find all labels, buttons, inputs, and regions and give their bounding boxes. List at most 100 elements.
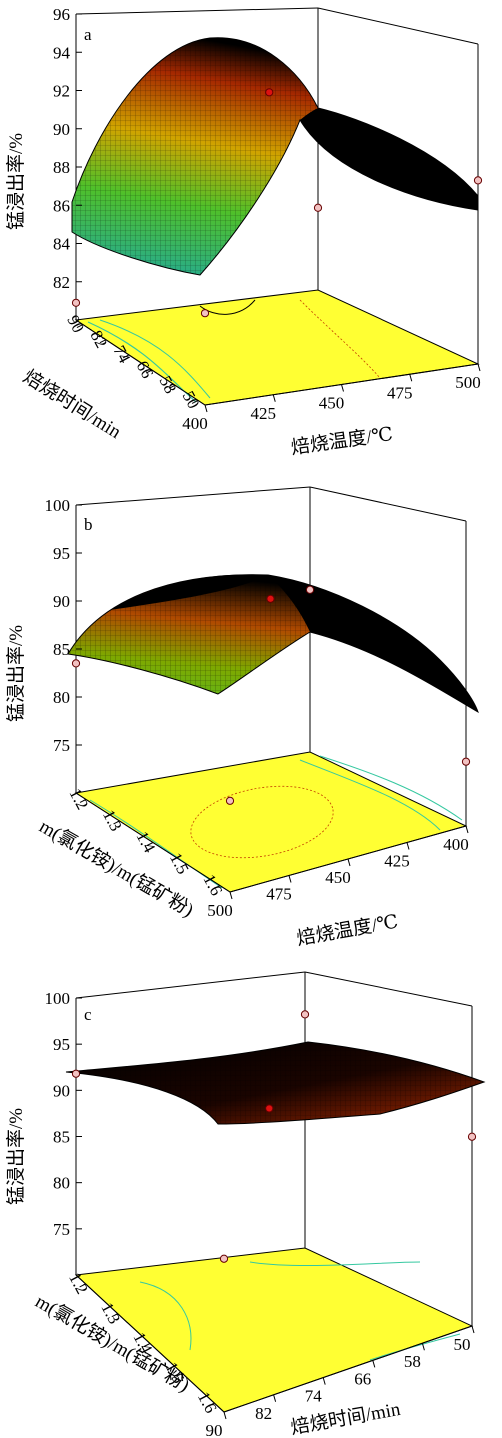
panel-c-floor-contour (139, 1281, 192, 1351)
panel-c-z-tick-label: 85 (53, 1128, 70, 1147)
panel-a-z-tick-label: 82 (53, 273, 70, 292)
panel-b-floor-contour (190, 785, 334, 859)
panel-b-design-point (266, 594, 275, 603)
panel-b-y-tick-label: 1.2 (66, 785, 93, 813)
panel-c-x-tick-label: 74 (305, 1387, 323, 1406)
panel-b-design-point (461, 757, 471, 766)
panel-b-design-point (305, 585, 315, 594)
panel-c-y-tick (79, 1283, 86, 1288)
panel-b-x-ticks: 500 475 450 425 400 (207, 825, 469, 920)
panel-a-x-tick (409, 374, 413, 382)
panel-a-design-point (200, 309, 210, 318)
panel-c-design-point (71, 1069, 81, 1078)
panel-a-floor (74, 289, 480, 406)
panel-a-x-tick-label: 450 (319, 394, 345, 413)
panel-c-x-tick (471, 1325, 475, 1334)
panel-c-z-tick-label: 80 (53, 1174, 70, 1193)
panel-a-zlabel: 锰浸出率/% (5, 133, 27, 230)
panel-c-x-tick (273, 1394, 277, 1402)
panel-c-floor-contour (249, 1261, 421, 1267)
panel-b-z-ticks: 75 80 85 90 95 100 (45, 496, 82, 755)
panel-a-z-tick-label: 90 (53, 120, 70, 139)
panel-b-x-tick (229, 891, 233, 900)
panel-c-x-tick (421, 1343, 425, 1351)
panel-c-zlabel: 锰浸出率/% (5, 1108, 27, 1205)
panel-b-floor-front-left (75, 792, 231, 893)
panel-a-floor-contour (87, 321, 197, 403)
panel-a-z-tick-label: 88 (53, 158, 70, 177)
panel-c-x-tick-label: 50 (454, 1335, 471, 1354)
panel-a-x-tick (341, 384, 344, 392)
panel-c-top-edge-left (75, 971, 306, 999)
panel-b-x-tick (288, 875, 292, 883)
panel-a-design-point (265, 88, 274, 97)
panel-b-design-point (225, 796, 235, 805)
panel-c-design-points (71, 1010, 477, 1263)
panel-b-x-tick-label: 500 (207, 901, 233, 920)
panel-a-x-tick-label: 475 (387, 383, 413, 402)
panel-a-xlabel: 焙烧温度/℃ (290, 423, 395, 459)
panel-a-floor-front-right (204, 363, 479, 406)
panel-b-z-tick-label: 75 (53, 736, 70, 755)
panel-a-y-tick (99, 339, 107, 344)
panel-a-y-tick-label: 90 (63, 312, 88, 336)
panel-c-x-tick (372, 1360, 376, 1368)
panel-c-x-tick-label: 58 (404, 1352, 421, 1371)
panel-c-x-ticks: 90 82 74 66 58 50 (206, 1325, 475, 1438)
panel-a-ylabel: 焙烧时间/min (19, 366, 125, 444)
panel-b-z-tick-label: 95 (53, 544, 70, 563)
panel-b-x-tick (347, 858, 351, 867)
panel-a-z-tick-label: 92 (53, 82, 70, 101)
panel-c-label: c (84, 1005, 92, 1024)
panel-c-x-tick (223, 1411, 227, 1420)
panel-b-zlabel: 锰浸出率/% (5, 625, 27, 722)
panel-a-y-tick-label: 58 (156, 373, 181, 397)
panel-b-floor-contour (319, 755, 463, 821)
panel-b-label: b (84, 515, 93, 534)
panel-b-y-tick (213, 885, 221, 889)
panel-b-floor-contour (89, 799, 223, 889)
panel-a-z-tick-label: 86 (53, 196, 70, 215)
panel-c-floor-front-left (75, 1274, 225, 1413)
panel-c-z-ticks: 75 80 85 90 95 100 (45, 989, 82, 1239)
panel-a-x-tick-label: 500 (455, 373, 481, 392)
panel-b-z-tick-label: 90 (53, 592, 70, 611)
panel-a-y-tick (168, 384, 176, 389)
panel-b-x-tick-label: 425 (384, 852, 410, 871)
panel-a-surface-mesh (72, 37, 478, 275)
panel-a-z-ticks: 82 84 86 88 90 92 94 96 (53, 5, 82, 292)
panel-b-surface-back (268, 575, 478, 712)
panel-c-top-edge-right (304, 971, 473, 1007)
panel-b-floor-front-right (229, 825, 467, 893)
panel-b-floor-contour (299, 759, 441, 831)
panel-b-y-tick (180, 863, 187, 868)
panel-a-z-tick-label: 94 (53, 43, 71, 62)
panel-b-x-tick (465, 825, 469, 834)
panel-b-z-tick-label: 85 (53, 640, 70, 659)
panel-a-y-tick-label: 82 (86, 327, 111, 351)
panel-a-surface-back (300, 108, 478, 210)
panel-a-x-tick-label: 425 (251, 404, 277, 423)
panel-c-design-point (265, 1104, 274, 1113)
panel-a-design-point (473, 176, 483, 185)
panel-c-x-tick (322, 1377, 326, 1385)
panel-b-surface-mesh (68, 574, 478, 712)
panel-b-y-tick (146, 842, 154, 846)
panel-c-x-tick-label: 90 (206, 1421, 223, 1438)
panel-c-z-tick-label: 95 (53, 1035, 70, 1054)
panel-a-z-tick-label: 84 (53, 235, 71, 254)
panel-b-design-point (71, 659, 81, 668)
panel-a-design-points (71, 88, 483, 318)
panel-b-surface-top (110, 574, 268, 610)
panel-c-x-tick-label: 66 (354, 1369, 371, 1388)
panel-a-label: a (84, 25, 92, 44)
panel-a-x-tick-label: 400 (182, 414, 208, 433)
panel-c-z-tick-label: 75 (53, 1220, 70, 1239)
panel-a-y-tick (145, 369, 153, 374)
panel-b-y-tick (113, 820, 120, 825)
panel-b-xlabel: 焙烧温度/℃ (295, 910, 400, 949)
panel-a-x-ticks: 400 425 450 475 500 (182, 363, 481, 433)
